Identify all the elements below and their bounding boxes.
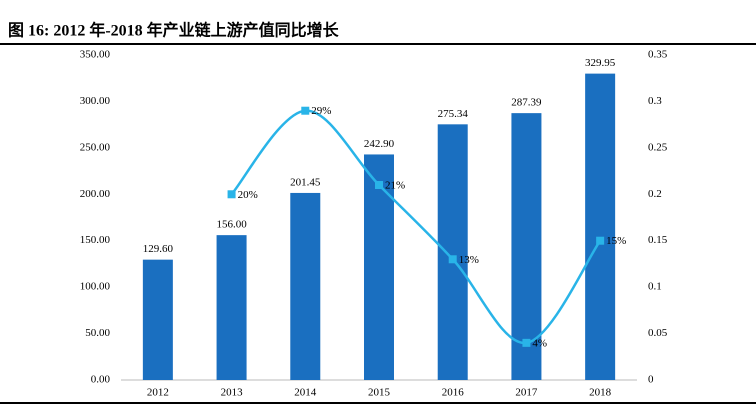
bar-value-label: 275.34 bbox=[438, 108, 469, 120]
bar bbox=[437, 124, 468, 380]
line-value-label: 13% bbox=[459, 254, 479, 266]
bar bbox=[585, 73, 616, 380]
x-tick-label: 2015 bbox=[368, 387, 391, 399]
line-value-label: 29% bbox=[311, 105, 331, 117]
y2-tick-label: 0.15 bbox=[648, 234, 668, 246]
line-marker bbox=[596, 236, 605, 245]
line-value-label: 20% bbox=[238, 189, 258, 201]
line-marker bbox=[227, 190, 236, 199]
line-marker bbox=[301, 106, 310, 115]
y2-tick-label: 0 bbox=[648, 374, 654, 386]
line-marker bbox=[375, 181, 383, 189]
y-tick-label: 300.00 bbox=[80, 95, 111, 107]
bar-value-label: 129.60 bbox=[143, 243, 174, 255]
x-tick-label: 2016 bbox=[442, 387, 465, 399]
bar-value-label: 287.39 bbox=[511, 97, 542, 109]
line-value-label: 21% bbox=[385, 180, 405, 192]
bar-value-label: 242.90 bbox=[364, 138, 395, 150]
y2-tick-label: 0.1 bbox=[648, 281, 662, 293]
y2-tick-label: 0.05 bbox=[648, 327, 668, 339]
y2-tick-label: 0.2 bbox=[648, 188, 662, 200]
bar bbox=[216, 235, 247, 380]
y-tick-label: 200.00 bbox=[80, 188, 111, 200]
y-tick-label: 50.00 bbox=[85, 327, 110, 339]
bar bbox=[364, 154, 394, 380]
line-marker bbox=[522, 338, 531, 347]
bar-value-label: 156.00 bbox=[216, 219, 247, 231]
y-tick-label: 150.00 bbox=[80, 234, 111, 246]
bar bbox=[511, 113, 542, 381]
x-tick-label: 2017 bbox=[515, 387, 538, 399]
bar-value-label: 329.95 bbox=[585, 57, 616, 69]
line-value-label: 15% bbox=[606, 235, 626, 247]
x-tick-label: 2018 bbox=[589, 387, 612, 399]
line-value-label: 4% bbox=[532, 337, 547, 349]
y-tick-label: 100.00 bbox=[80, 281, 111, 293]
watermark: 头条 @未来智库 bbox=[638, 383, 748, 401]
y2-tick-label: 0.25 bbox=[648, 141, 668, 153]
y2-tick-label: 0.3 bbox=[648, 95, 662, 107]
bar bbox=[142, 259, 173, 380]
line-marker bbox=[448, 255, 457, 264]
x-tick-label: 2012 bbox=[147, 387, 169, 399]
chart-title: 图 16: 2012 年-2018 年产业链上游产值同比增长 bbox=[8, 21, 340, 40]
bar-value-label: 201.45 bbox=[290, 176, 321, 188]
bar bbox=[290, 192, 321, 380]
x-tick-label: 2014 bbox=[294, 387, 317, 399]
y-tick-label: 0.00 bbox=[91, 374, 111, 386]
y-tick-label: 250.00 bbox=[80, 141, 111, 153]
line bbox=[230, 109, 602, 345]
y-tick-label: 350.00 bbox=[80, 49, 111, 61]
x-tick-label: 2013 bbox=[221, 387, 244, 399]
y2-tick-label: 0.35 bbox=[648, 49, 668, 61]
